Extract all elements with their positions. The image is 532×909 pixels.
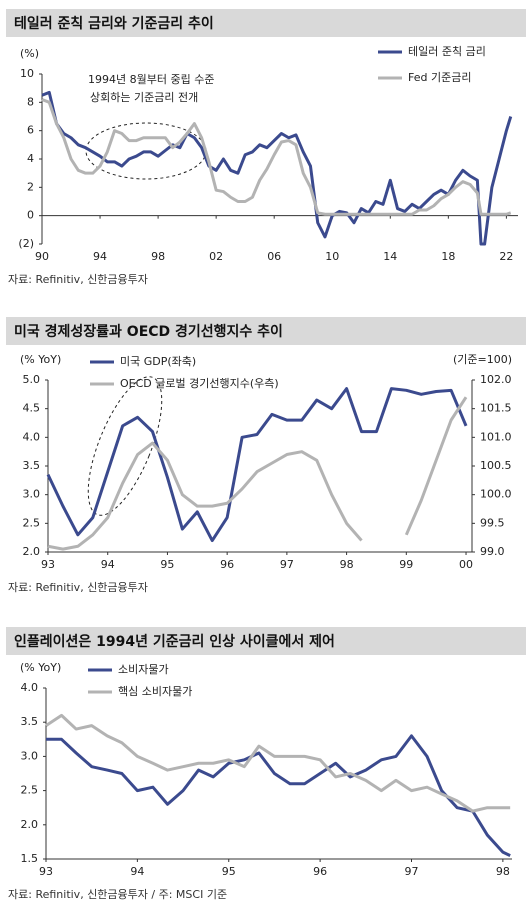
x-tick-label: 90 bbox=[35, 250, 49, 263]
y-tick-label: 5.0 bbox=[23, 373, 41, 386]
legend-label: Fed 기준금리 bbox=[408, 71, 471, 84]
legend-label: 테일러 준칙 금리 bbox=[408, 44, 486, 58]
legend-label: 소비자물가 bbox=[118, 663, 169, 676]
y-tick-label: 3.5 bbox=[21, 715, 39, 728]
y-axis-label: (% YoY) bbox=[20, 661, 61, 674]
y-tick-label: 2.0 bbox=[21, 818, 39, 831]
y2-tick-label: 101.5 bbox=[480, 402, 512, 415]
y-tick-label: 2 bbox=[27, 180, 34, 193]
x-tick-label: 95 bbox=[222, 865, 236, 878]
series-line bbox=[47, 396, 468, 551]
y2-axis-label: (기준=100) bbox=[453, 353, 512, 366]
x-tick-label: 93 bbox=[39, 865, 53, 878]
x-tick-label: 99 bbox=[399, 558, 413, 571]
title-bar bbox=[6, 317, 526, 345]
y-axis-label: (% YoY) bbox=[20, 353, 61, 366]
series-line bbox=[46, 734, 511, 857]
y2-tick-label: 99.0 bbox=[480, 545, 505, 558]
chart-title: 테일러 준칙 금리와 기준금리 추이 bbox=[14, 15, 214, 32]
y-tick-label: 4.0 bbox=[23, 430, 41, 443]
x-tick-label: 02 bbox=[209, 250, 223, 263]
annotation: 상회하는 기준금리 전개 bbox=[90, 90, 198, 104]
series-line bbox=[41, 90, 513, 246]
legend-label: OECD 글로벌 경기선행지수(우측) bbox=[120, 377, 279, 390]
x-tick-label: 22 bbox=[499, 250, 513, 263]
y-tick-label: 4.5 bbox=[23, 402, 41, 415]
x-tick-label: 96 bbox=[313, 865, 327, 878]
y2-tick-label: 100.0 bbox=[480, 488, 512, 501]
x-tick-label: 98 bbox=[496, 865, 510, 878]
y2-tick-label: 100.5 bbox=[480, 459, 512, 472]
x-tick-label: 06 bbox=[267, 250, 281, 263]
y-tick-label: 10 bbox=[20, 67, 34, 80]
y-tick-label: 6 bbox=[27, 124, 34, 137]
chart-title: 미국 경제성장률과 OECD 경기선행지수 추이 bbox=[14, 323, 283, 340]
y-tick-label: (2) bbox=[18, 237, 34, 250]
x-tick-label: 18 bbox=[441, 250, 455, 263]
y-tick-label: 1.5 bbox=[21, 852, 39, 865]
chart-title: 인플레이션은 1994년 기준금리 인상 사이클에서 제어 bbox=[14, 633, 335, 650]
title-bar bbox=[6, 627, 526, 655]
y-tick-label: 0 bbox=[27, 209, 34, 222]
x-tick-label: 95 bbox=[160, 558, 174, 571]
legend-label: 미국 GDP(좌축) bbox=[120, 355, 196, 368]
x-tick-label: 97 bbox=[404, 865, 418, 878]
x-tick-label: 98 bbox=[340, 558, 354, 571]
annotation: 1994년 8월부터 중립 수준 bbox=[88, 73, 214, 86]
x-tick-label: 97 bbox=[280, 558, 294, 571]
highlight-ellipse bbox=[87, 376, 163, 516]
y-tick-label: 4 bbox=[27, 152, 34, 165]
y-tick-label: 8 bbox=[27, 95, 34, 108]
x-tick-label: 10 bbox=[325, 250, 339, 263]
y-tick-label: 2.0 bbox=[23, 545, 41, 558]
x-tick-label: 94 bbox=[130, 865, 144, 878]
x-tick-label: 00 bbox=[459, 558, 473, 571]
y2-tick-label: 102.0 bbox=[480, 373, 512, 386]
x-tick-label: 94 bbox=[93, 250, 107, 263]
x-tick-label: 94 bbox=[101, 558, 115, 571]
y-tick-label: 3.0 bbox=[23, 488, 41, 501]
y-tick-label: 3.0 bbox=[21, 749, 39, 762]
y2-tick-label: 101.0 bbox=[480, 430, 512, 443]
y-tick-label: 4.0 bbox=[21, 681, 39, 694]
y-axis-label: (%) bbox=[20, 47, 39, 60]
y-tick-label: 2.5 bbox=[21, 784, 39, 797]
title-bar bbox=[6, 9, 526, 37]
source-note: 자료: Refinitiv, 신한금융투자 bbox=[8, 273, 148, 286]
source-note: 자료: Refinitiv, 신한금융투자 bbox=[8, 581, 148, 594]
y-tick-label: 2.5 bbox=[23, 516, 41, 529]
series-line bbox=[46, 387, 468, 543]
x-tick-label: 98 bbox=[151, 250, 165, 263]
x-tick-label: 93 bbox=[41, 558, 55, 571]
series-line bbox=[41, 98, 512, 216]
y-tick-label: 3.5 bbox=[23, 459, 41, 472]
x-tick-label: 96 bbox=[220, 558, 234, 571]
source-note: 자료: Refinitiv, 신한금융투자 / 주: MSCI 기준 bbox=[8, 888, 227, 901]
y2-tick-label: 99.5 bbox=[480, 516, 505, 529]
series-line bbox=[45, 713, 511, 813]
x-tick-label: 14 bbox=[383, 250, 397, 263]
legend-label: 핵심 소비자물가 bbox=[118, 685, 192, 698]
